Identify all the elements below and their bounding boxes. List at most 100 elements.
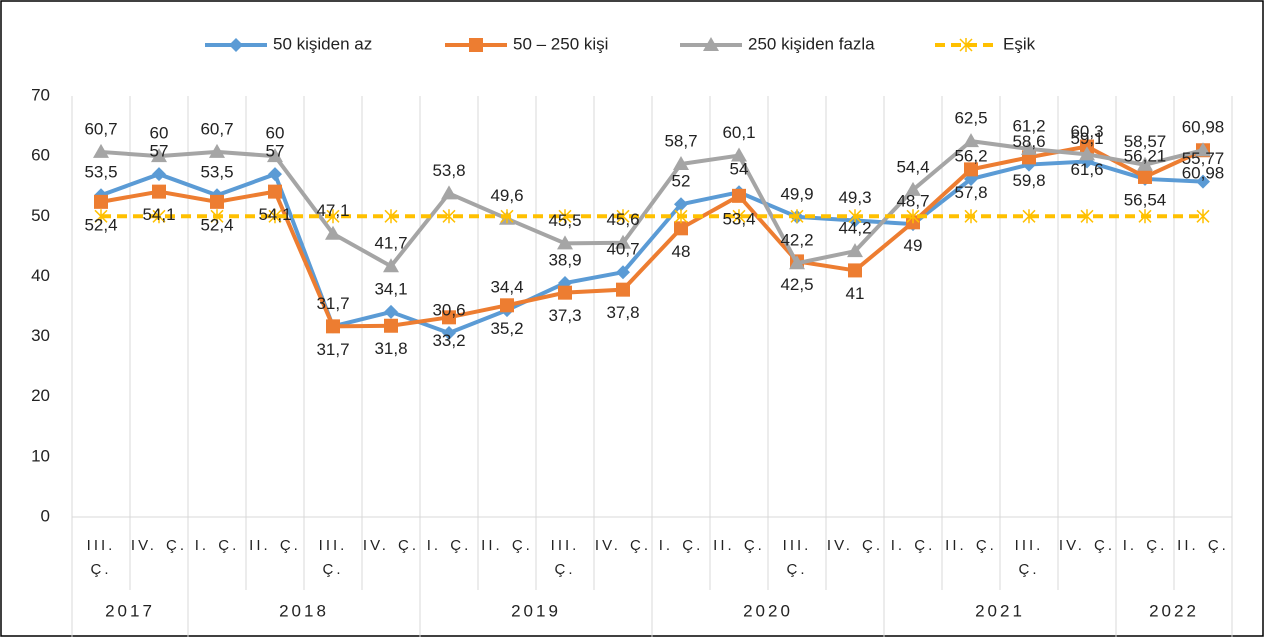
data-label: 56,54 <box>1124 190 1167 209</box>
data-label: 60,98 <box>1182 118 1225 137</box>
marker <box>268 167 282 182</box>
x-group-label: 2019 <box>511 601 561 620</box>
data-label: 59,1 <box>1070 129 1103 148</box>
marker <box>384 318 398 333</box>
legend-label: 50 kişiden az <box>273 34 372 53</box>
marker <box>674 209 688 224</box>
x-tick-label: III. Ç. <box>86 537 116 578</box>
data-label: 40,7 <box>606 240 639 259</box>
data-label: 53,4 <box>722 209 755 228</box>
data-label: 61,2 <box>1012 116 1045 135</box>
marker <box>209 143 225 158</box>
data-label: 31,8 <box>374 339 407 358</box>
marker <box>442 325 456 340</box>
marker <box>469 38 483 52</box>
marker <box>229 38 243 52</box>
data-label: 53,5 <box>200 163 233 182</box>
marker <box>673 155 689 170</box>
data-label: 59,8 <box>1012 171 1045 190</box>
x-tick-label: II. Ç. <box>945 537 997 554</box>
x-tick-label: III. Ç. <box>318 537 348 578</box>
x-tick-label: I. Ç. <box>890 537 936 554</box>
data-label: 58,57 <box>1124 132 1167 151</box>
data-label: 61,6 <box>1070 160 1103 179</box>
marker <box>326 209 340 224</box>
marker <box>267 148 283 163</box>
data-label: 37,8 <box>606 303 639 322</box>
x-tick-label: I. Ç. <box>1122 537 1168 554</box>
y-tick-label: 70 <box>31 85 50 104</box>
x-tick-label: IV. Ç. <box>826 537 884 554</box>
marker <box>1196 174 1210 189</box>
y-tick-label: 0 <box>41 506 50 525</box>
x-tick-label: II. Ç. <box>249 537 301 554</box>
y-tick-label: 40 <box>31 266 50 285</box>
data-label: 52,4 <box>200 215 233 234</box>
data-label: 52 <box>672 172 691 191</box>
marker <box>848 209 862 224</box>
y-tick-label: 20 <box>31 386 50 405</box>
data-label: 57 <box>150 142 169 161</box>
data-label: 42,2 <box>780 231 813 250</box>
x-tick-label: III. Ç. <box>1014 537 1044 578</box>
x-tick-label: I. Ç. <box>658 537 704 554</box>
x-tick-label: IV. Ç. <box>362 537 420 554</box>
data-label: 60,7 <box>200 119 233 138</box>
marker <box>905 181 921 196</box>
marker <box>325 225 341 240</box>
x-tick-label: II. Ç. <box>481 537 533 554</box>
data-label: 55,77 <box>1182 149 1225 168</box>
series-line <box>100 144 1204 329</box>
x-tick-label: I. Ç. <box>426 537 472 554</box>
data-label: 54,4 <box>896 157 929 176</box>
data-label: 48 <box>672 242 691 261</box>
marker <box>1022 209 1036 224</box>
marker <box>1021 140 1037 155</box>
y-tick-label: 60 <box>31 146 50 165</box>
marker <box>1080 209 1094 224</box>
marker <box>790 209 804 224</box>
data-label: 48,7 <box>896 192 929 211</box>
x-group-label: 2021 <box>975 601 1025 620</box>
marker <box>964 162 978 177</box>
marker <box>384 304 398 319</box>
x-tick-label: II. Ç. <box>1177 537 1229 554</box>
marker <box>152 184 166 199</box>
marker <box>558 209 572 224</box>
marker <box>616 265 630 280</box>
data-label: 31,7 <box>316 340 349 359</box>
marker <box>94 209 108 224</box>
data-label: 60,3 <box>1070 122 1103 141</box>
x-group-label: 2018 <box>279 601 329 620</box>
data-label: 49,3 <box>838 188 871 207</box>
marker <box>732 188 746 203</box>
marker <box>906 209 920 224</box>
marker <box>1138 209 1152 224</box>
data-label: 60 <box>150 124 169 143</box>
marker <box>326 319 340 334</box>
data-label: 53,8 <box>432 161 465 180</box>
data-label: 52,4 <box>84 215 117 234</box>
data-label: 47,1 <box>316 201 349 220</box>
marker <box>1195 142 1211 157</box>
x-group-label: 2022 <box>1149 601 1199 620</box>
marker <box>848 263 862 278</box>
data-label: 34,1 <box>374 279 407 298</box>
marker <box>210 194 224 209</box>
data-label: 35,2 <box>490 319 523 338</box>
marker <box>959 38 973 52</box>
data-label: 58,7 <box>664 131 697 150</box>
marker <box>152 167 166 182</box>
data-label: 31,7 <box>316 294 349 313</box>
data-label: 60,1 <box>722 123 755 142</box>
x-tick-label: III. Ç. <box>550 537 580 578</box>
legend-label: 50 – 250 kişi <box>513 34 608 53</box>
x-tick-label: I. Ç. <box>194 537 240 554</box>
marker <box>847 243 863 258</box>
y-tick-label: 50 <box>31 206 50 225</box>
x-group-label: 2017 <box>105 601 155 620</box>
marker <box>1196 209 1210 224</box>
y-tick-label: 10 <box>31 446 50 465</box>
marker <box>616 209 630 224</box>
